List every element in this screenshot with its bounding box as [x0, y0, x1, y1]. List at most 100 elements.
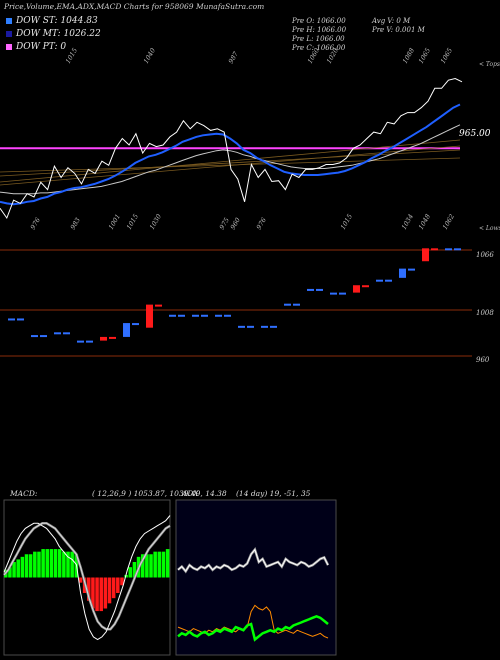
candle	[123, 323, 130, 337]
candle	[284, 303, 291, 306]
macd-hist-bar	[99, 577, 103, 612]
dow-st-swatch	[6, 17, 12, 24]
top-tick-label: 987	[227, 50, 241, 65]
top-tick-label: 1065	[439, 47, 454, 65]
candle-tick	[17, 318, 24, 321]
stat-pre-open: Pre O: 1066.00	[292, 17, 346, 25]
adx-frame	[175, 499, 337, 656]
macd-hist-bar	[149, 554, 153, 578]
macd-hist-bar	[153, 551, 157, 578]
macd-hist-bar	[66, 551, 70, 578]
candle	[422, 248, 429, 262]
candle-tick	[155, 304, 162, 307]
macd-hist-bar	[120, 577, 124, 586]
candle	[307, 288, 314, 291]
macd-hist-bar	[161, 551, 166, 578]
macd-params: ( 12,26,9 ) 1053.87, 1039.49, 14.38	[92, 489, 227, 498]
candle-tick	[339, 292, 346, 295]
macd-hist-bar	[53, 549, 58, 578]
stat-pre-low: Pre L: 1066.00	[292, 35, 345, 43]
legend-dow-mt: DOW MT: 1026.22	[6, 29, 101, 39]
adx-panel: ADX (14 day) 19, -51, 35	[175, 489, 337, 656]
macd-hist-bar	[8, 567, 12, 578]
macd-signal-line	[3, 522, 171, 630]
macd-hist-bar	[49, 549, 54, 578]
top-tick-label: 1065	[417, 47, 432, 65]
candle-level-label: 1008	[476, 309, 494, 317]
macd-hist-bar	[78, 577, 83, 583]
top-tick-label: 1040	[142, 47, 157, 65]
bottom-tick-label: 1062	[441, 213, 456, 231]
macd-hist-bar	[165, 549, 170, 578]
macd-hist-bar	[28, 554, 33, 578]
macd-hist-bar	[107, 577, 112, 604]
candle-level-label: 1066	[476, 251, 494, 259]
candle	[399, 268, 406, 278]
candle	[77, 340, 84, 343]
candle-tick	[385, 279, 392, 282]
candle	[353, 285, 360, 293]
top-tick-label: 1060	[306, 47, 321, 65]
close-price-line	[0, 77, 463, 220]
bottom-tick-label: 976	[255, 216, 268, 231]
macd-hist-bar	[45, 549, 50, 578]
candle-tick	[270, 325, 277, 328]
dow-mt-swatch	[6, 30, 12, 37]
macd-hist-bar	[70, 551, 74, 578]
stat-pre-high: Pre H: 1066.00	[292, 26, 347, 34]
tops-label: < Tops	[479, 61, 500, 68]
trend-line	[0, 139, 461, 183]
macd-hist-bar	[16, 559, 20, 578]
chart-title: Price,Volume,EMA,ADX,MACD Charts for 958…	[4, 2, 265, 11]
lows-label: < Lows	[479, 225, 500, 232]
candle	[261, 325, 268, 328]
bottom-tick-label: 1015	[125, 213, 140, 231]
candle	[238, 325, 245, 328]
legend-dow-st: DOW ST: 1044.83	[6, 16, 98, 26]
bottom-tick-label: 976	[29, 216, 42, 231]
candle-tick	[201, 314, 208, 317]
candle	[330, 292, 337, 295]
candle	[54, 332, 61, 335]
macd-hist-bar	[145, 554, 149, 578]
macd-hist-bar	[57, 549, 62, 578]
adx-params: (14 day) 19, -51, 35	[236, 489, 311, 498]
macd-hist-bar	[103, 577, 108, 609]
top-tick-label: 1020	[325, 47, 340, 65]
macd-hist-bar	[111, 577, 116, 599]
macd-hist-bar	[37, 551, 41, 578]
macd-hist-bar	[62, 551, 66, 578]
ema-fast-line	[0, 103, 461, 206]
candle-tick	[454, 248, 461, 251]
macd-hist-bar	[87, 577, 91, 601]
adx-line	[177, 548, 329, 573]
candle	[100, 336, 107, 341]
bottom-tick-label: 1015	[339, 213, 354, 231]
candle-tick	[362, 285, 369, 288]
bottom-tick-label: 1030	[148, 213, 163, 231]
macd-label: MACD:	[9, 489, 38, 498]
candle-tick	[408, 268, 415, 271]
top-tick-label: 1015	[64, 47, 79, 65]
plus-di-line	[177, 614, 329, 642]
bottom-tick-label: 983	[69, 216, 82, 231]
candle-tick	[86, 340, 93, 343]
macd-hist-bar	[140, 554, 145, 578]
weekly-candle-panel: 1066 1008 960	[0, 248, 494, 364]
candle-tick	[293, 303, 300, 306]
legend-dow-pt: DOW PT: 0	[6, 42, 66, 52]
macd-hist-bar	[41, 549, 45, 578]
candle-tick	[178, 314, 185, 317]
dow-st-label: DOW ST: 1044.83	[16, 16, 98, 26]
macd-hist-bar	[132, 562, 137, 578]
bottom-tick-label: 1034	[400, 213, 415, 231]
bottom-tick-label: 1001	[107, 213, 122, 231]
candle	[215, 314, 222, 317]
candle-tick	[247, 325, 254, 328]
stat-pre-close: Pre C: 1066.00	[292, 44, 346, 52]
candle-level-label: 960	[476, 356, 490, 364]
dow-pt-label: DOW PT: 0	[16, 42, 67, 52]
ema-slow-line	[0, 124, 461, 195]
